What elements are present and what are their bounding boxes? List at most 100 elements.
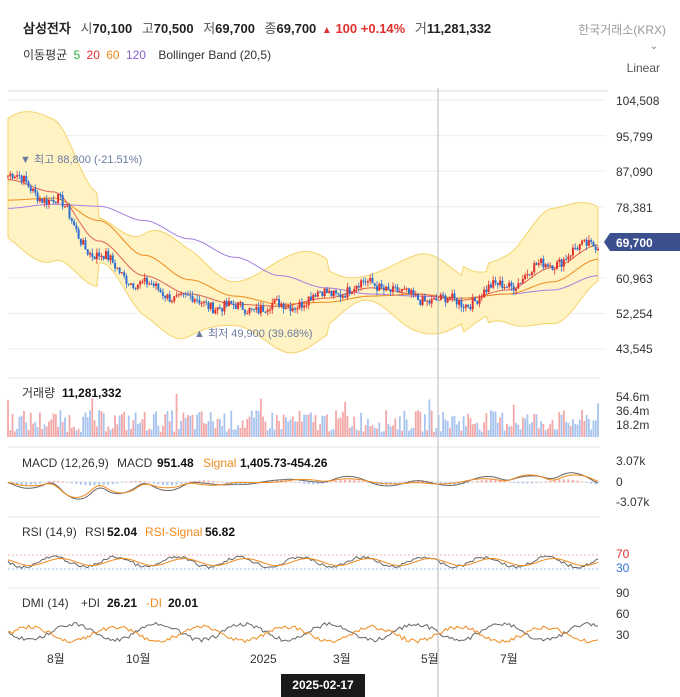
macd-hist-bar <box>476 480 479 483</box>
volume-bar <box>503 430 506 437</box>
candle <box>480 297 483 299</box>
candle <box>41 198 44 203</box>
candle <box>84 240 87 250</box>
macd-hist-bar <box>239 482 242 485</box>
candle <box>574 247 577 249</box>
candle <box>394 286 397 288</box>
candle <box>198 300 201 304</box>
low-annotation: ▲ 최저 49,900 (39.68%) <box>194 327 313 340</box>
volume-value: 11,281,332 <box>426 21 492 36</box>
candle <box>407 288 410 294</box>
ma-20[interactable]: 20 <box>86 48 100 62</box>
candle <box>558 259 561 263</box>
volume-bar <box>487 430 490 437</box>
candle <box>45 198 48 205</box>
volume-bar <box>392 425 394 437</box>
macd-hist-bar <box>139 480 142 483</box>
price-grid <box>8 99 606 350</box>
candle <box>61 195 64 207</box>
candle <box>512 286 515 291</box>
candle <box>264 311 267 313</box>
volume-bar <box>385 410 388 437</box>
macd-hist-bar <box>417 480 420 483</box>
candle <box>565 259 568 261</box>
volume-bar <box>371 424 374 437</box>
ma-5[interactable]: 5 <box>73 48 81 62</box>
pdi-line <box>7 621 599 643</box>
ma-60[interactable]: 60 <box>106 48 120 62</box>
volume-bar <box>212 421 214 437</box>
macd-hist-bar <box>389 482 392 485</box>
candle <box>501 280 504 289</box>
volume-bar <box>275 415 278 437</box>
volume-bar <box>332 429 335 437</box>
macd-hist-bar <box>585 482 588 483</box>
pdi-label: +DI <box>81 596 100 610</box>
macd-hist-bar <box>48 481 51 483</box>
volume-bar <box>583 420 586 437</box>
ma-120[interactable]: 120 <box>125 48 146 62</box>
indicator-legend: 이동평균 5 20 60 120 Bollinger Band (20,5) <box>23 46 274 63</box>
candle <box>177 293 180 296</box>
candle <box>32 188 35 191</box>
candle <box>207 302 210 309</box>
candle <box>578 244 581 250</box>
candle <box>328 290 331 293</box>
bollinger-label[interactable]: Bollinger Band (20,5) <box>158 48 272 62</box>
volume-bar <box>36 427 39 437</box>
volume-bar <box>455 424 458 437</box>
volume-bar <box>241 420 244 437</box>
candle <box>200 302 203 304</box>
volume-bar <box>57 426 60 437</box>
volume-bar <box>355 429 358 437</box>
volume-bar <box>517 424 520 437</box>
moving-average-lines <box>7 179 599 307</box>
volume-bar <box>38 412 41 437</box>
volume-bar <box>382 431 385 437</box>
volume-bar <box>89 410 91 437</box>
candle <box>444 295 447 303</box>
macd-panel: MACD (12,26,9) MACD 951.48 Signal 1,405.… <box>7 446 650 509</box>
ma-label[interactable]: 이동평균 <box>23 48 68 62</box>
volume-bar <box>446 421 449 437</box>
volume-bar <box>351 426 353 437</box>
volume-bar <box>34 421 37 437</box>
candle <box>451 293 454 299</box>
macd-hist-bar <box>175 482 178 485</box>
volume-bar <box>120 414 123 437</box>
candle <box>396 287 399 293</box>
volume-bar <box>430 410 433 437</box>
volume-bar <box>125 429 128 437</box>
bollinger-band <box>7 111 599 354</box>
candle <box>193 299 196 302</box>
chevron-down-icon[interactable]: ⌄ <box>649 41 658 52</box>
candle <box>437 300 440 302</box>
volume-bar <box>139 422 142 437</box>
volume-bar <box>405 419 408 437</box>
volume-bar <box>86 417 89 437</box>
volume-bar <box>373 427 376 437</box>
candle <box>120 272 123 274</box>
macd-hist-bar <box>284 480 287 483</box>
candle <box>27 181 30 187</box>
candle <box>428 300 431 304</box>
macd-value: 951.48 <box>157 456 194 470</box>
macd-hist-bar <box>52 480 55 483</box>
macd-hist-bar <box>134 480 137 483</box>
volume-bar <box>43 424 46 437</box>
rsi-label: RSI <box>85 525 105 539</box>
candle <box>362 280 365 282</box>
volume-panel-value: 11,281,332 <box>62 386 122 400</box>
volume-bar <box>198 412 201 437</box>
candle <box>268 309 271 311</box>
low-label: 저 <box>203 21 216 36</box>
candle <box>54 202 57 204</box>
volume-bar <box>95 426 98 437</box>
macd-hist-bar <box>590 482 593 484</box>
stock-name[interactable]: 삼성전자 <box>23 21 71 36</box>
scale-select[interactable]: Linear <box>626 61 660 75</box>
macd-hist-bar <box>344 479 347 483</box>
candle <box>89 253 92 255</box>
volume-bar <box>237 425 239 437</box>
